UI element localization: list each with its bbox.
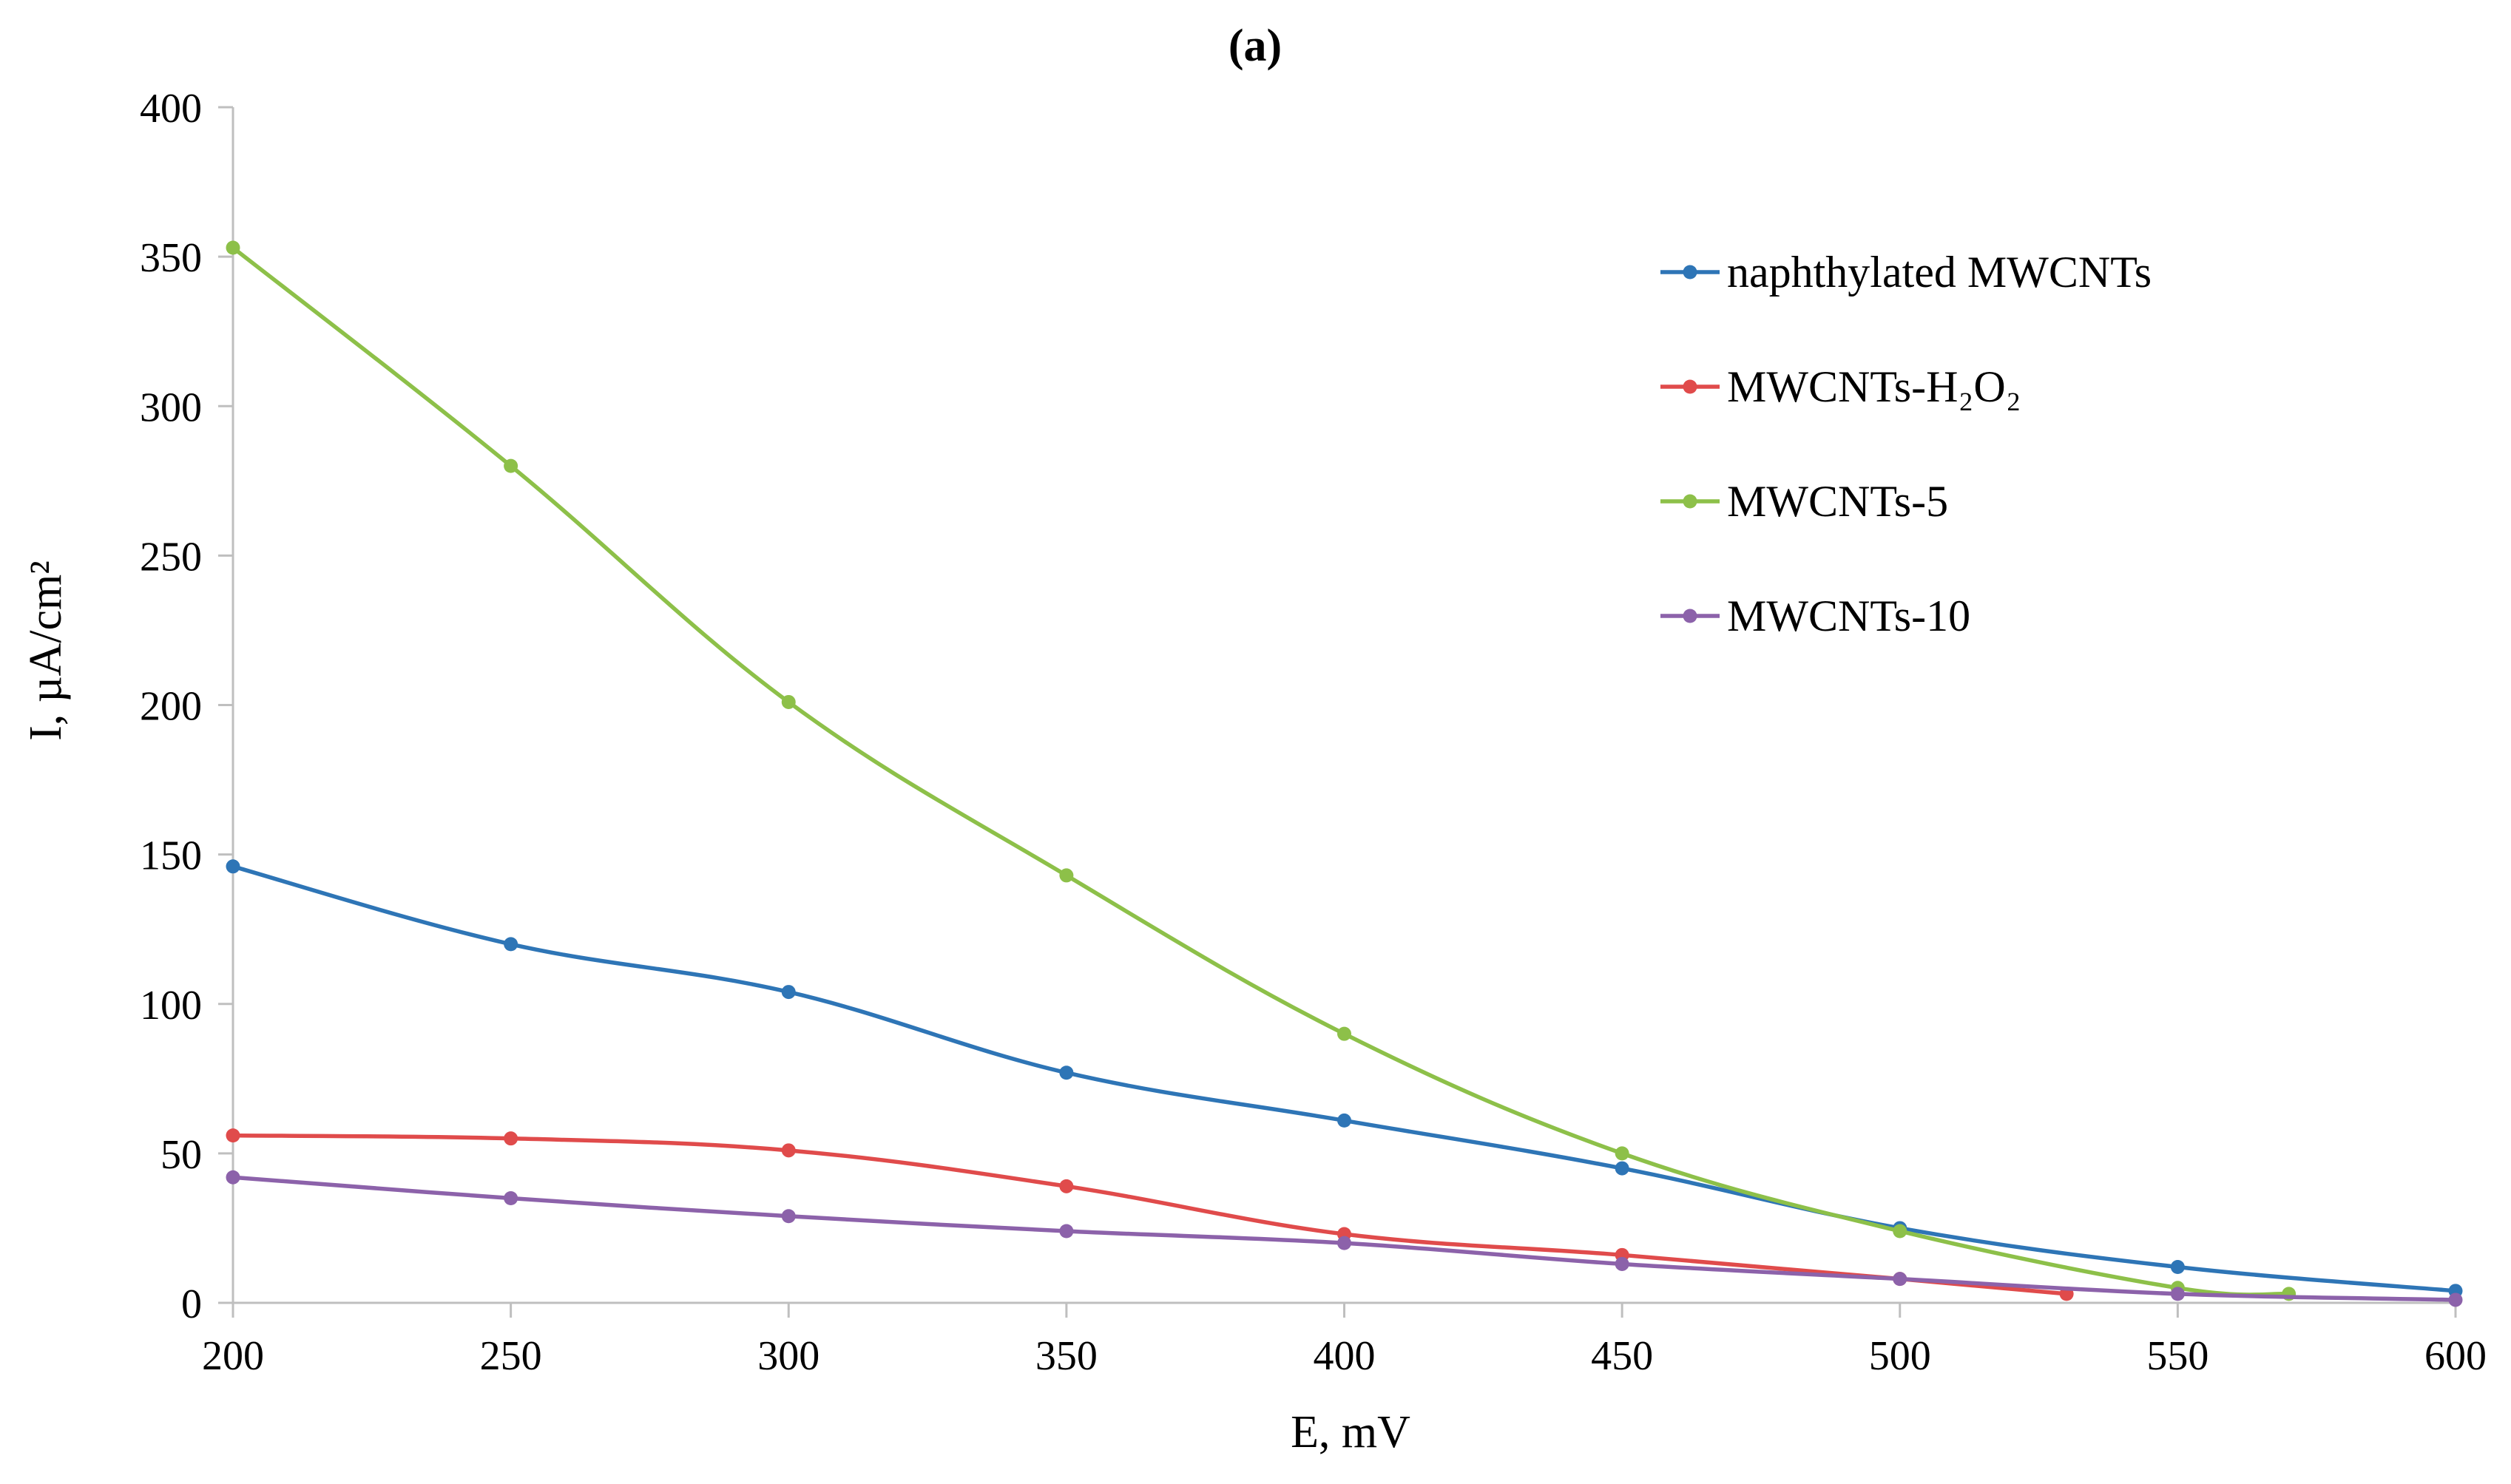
- series-3-point: [226, 240, 240, 255]
- y-tick-label: 50: [160, 1132, 202, 1178]
- x-tick-label: 600: [2424, 1333, 2487, 1379]
- series-3-point: [504, 458, 518, 473]
- x-tick-label: 350: [1035, 1333, 1098, 1379]
- series-1-point: [1337, 1113, 1351, 1128]
- x-tick-label: 200: [202, 1333, 264, 1379]
- y-tick-label: 100: [140, 983, 202, 1029]
- series-4-point: [1893, 1272, 1907, 1287]
- series-2-point: [781, 1143, 796, 1158]
- legend-item: MWCNTs-10: [1660, 592, 1970, 640]
- y-tick-label: 200: [140, 684, 202, 730]
- y-tick-label: 300: [140, 384, 202, 430]
- y-axis-title: I, µA/cm²: [21, 560, 71, 741]
- series-3-point: [781, 694, 796, 709]
- legend-swatch-marker: [1683, 265, 1697, 279]
- series-1: [226, 859, 2463, 1298]
- series-2-point: [226, 1128, 240, 1143]
- series-1-point: [504, 937, 518, 952]
- legend-swatch-marker: [1683, 379, 1697, 394]
- series-4: [226, 1170, 2463, 1307]
- series-2-point: [1059, 1179, 1074, 1193]
- series-4-point: [2448, 1292, 2463, 1307]
- series-3-point: [1337, 1026, 1351, 1041]
- series-4-point: [226, 1170, 240, 1185]
- series-1-point: [1059, 1065, 1074, 1080]
- legend-item: MWCNTs-H₂O₂: [1660, 362, 2021, 411]
- x-tick-label: 300: [757, 1333, 819, 1379]
- series-1-point: [781, 985, 796, 1000]
- series-layer: [226, 240, 2463, 1307]
- series-3: [226, 240, 2297, 1301]
- series-4-point: [1615, 1256, 1629, 1271]
- legend: naphthylated MWCNTs MWCNTs-H₂O₂ MWCNTs-5 MW…: [1660, 248, 2152, 640]
- legend-swatch-marker: [1683, 494, 1697, 509]
- y-tick-label: 250: [140, 534, 202, 580]
- legend-swatch-marker: [1683, 609, 1697, 623]
- legend-label: MWCNTs-H₂O₂: [1727, 362, 2021, 411]
- series-4-point: [1059, 1224, 1074, 1239]
- series-3-point: [1059, 868, 1074, 883]
- series-2-line: [231, 1133, 2069, 1296]
- series-1-point: [2170, 1259, 2185, 1274]
- y-tick-label: 150: [140, 833, 202, 879]
- series-3-line: [231, 245, 2291, 1297]
- x-axis-title: E, mV: [1291, 1407, 1410, 1457]
- series-4-point: [1337, 1236, 1351, 1250]
- x-tick-label: 450: [1591, 1333, 1653, 1379]
- series-4-point: [781, 1209, 796, 1224]
- y-tick-label: 0: [181, 1281, 202, 1327]
- legend-item: MWCNTs-5: [1660, 477, 1948, 526]
- legend-label: MWCNTs-10: [1727, 592, 1970, 640]
- x-tick-label: 250: [480, 1333, 542, 1379]
- x-tick-label: 400: [1314, 1333, 1376, 1379]
- axes: 0 50 100 150 200 250 300 350 400 200 250 300 350 400 4…: [140, 86, 2487, 1379]
- series-4-point: [504, 1191, 518, 1206]
- series-3-point: [1615, 1146, 1629, 1161]
- chart-title: (a): [1229, 21, 1282, 71]
- series-1-point: [226, 859, 240, 874]
- legend-label: naphthylated MWCNTs: [1727, 248, 2152, 297]
- legend-item: naphthylated MWCNTs: [1660, 248, 2152, 297]
- legend-label: MWCNTs-5: [1727, 477, 1948, 526]
- series-1-point: [1615, 1161, 1629, 1176]
- x-tick-label: 550: [2146, 1333, 2208, 1379]
- series-4-point: [2170, 1287, 2185, 1301]
- series-3-point: [1893, 1224, 1907, 1239]
- y-tick-label: 350: [140, 235, 202, 281]
- x-tick-label: 500: [1869, 1333, 1931, 1379]
- series-2-point: [504, 1131, 518, 1146]
- y-tick-label: 400: [140, 86, 202, 132]
